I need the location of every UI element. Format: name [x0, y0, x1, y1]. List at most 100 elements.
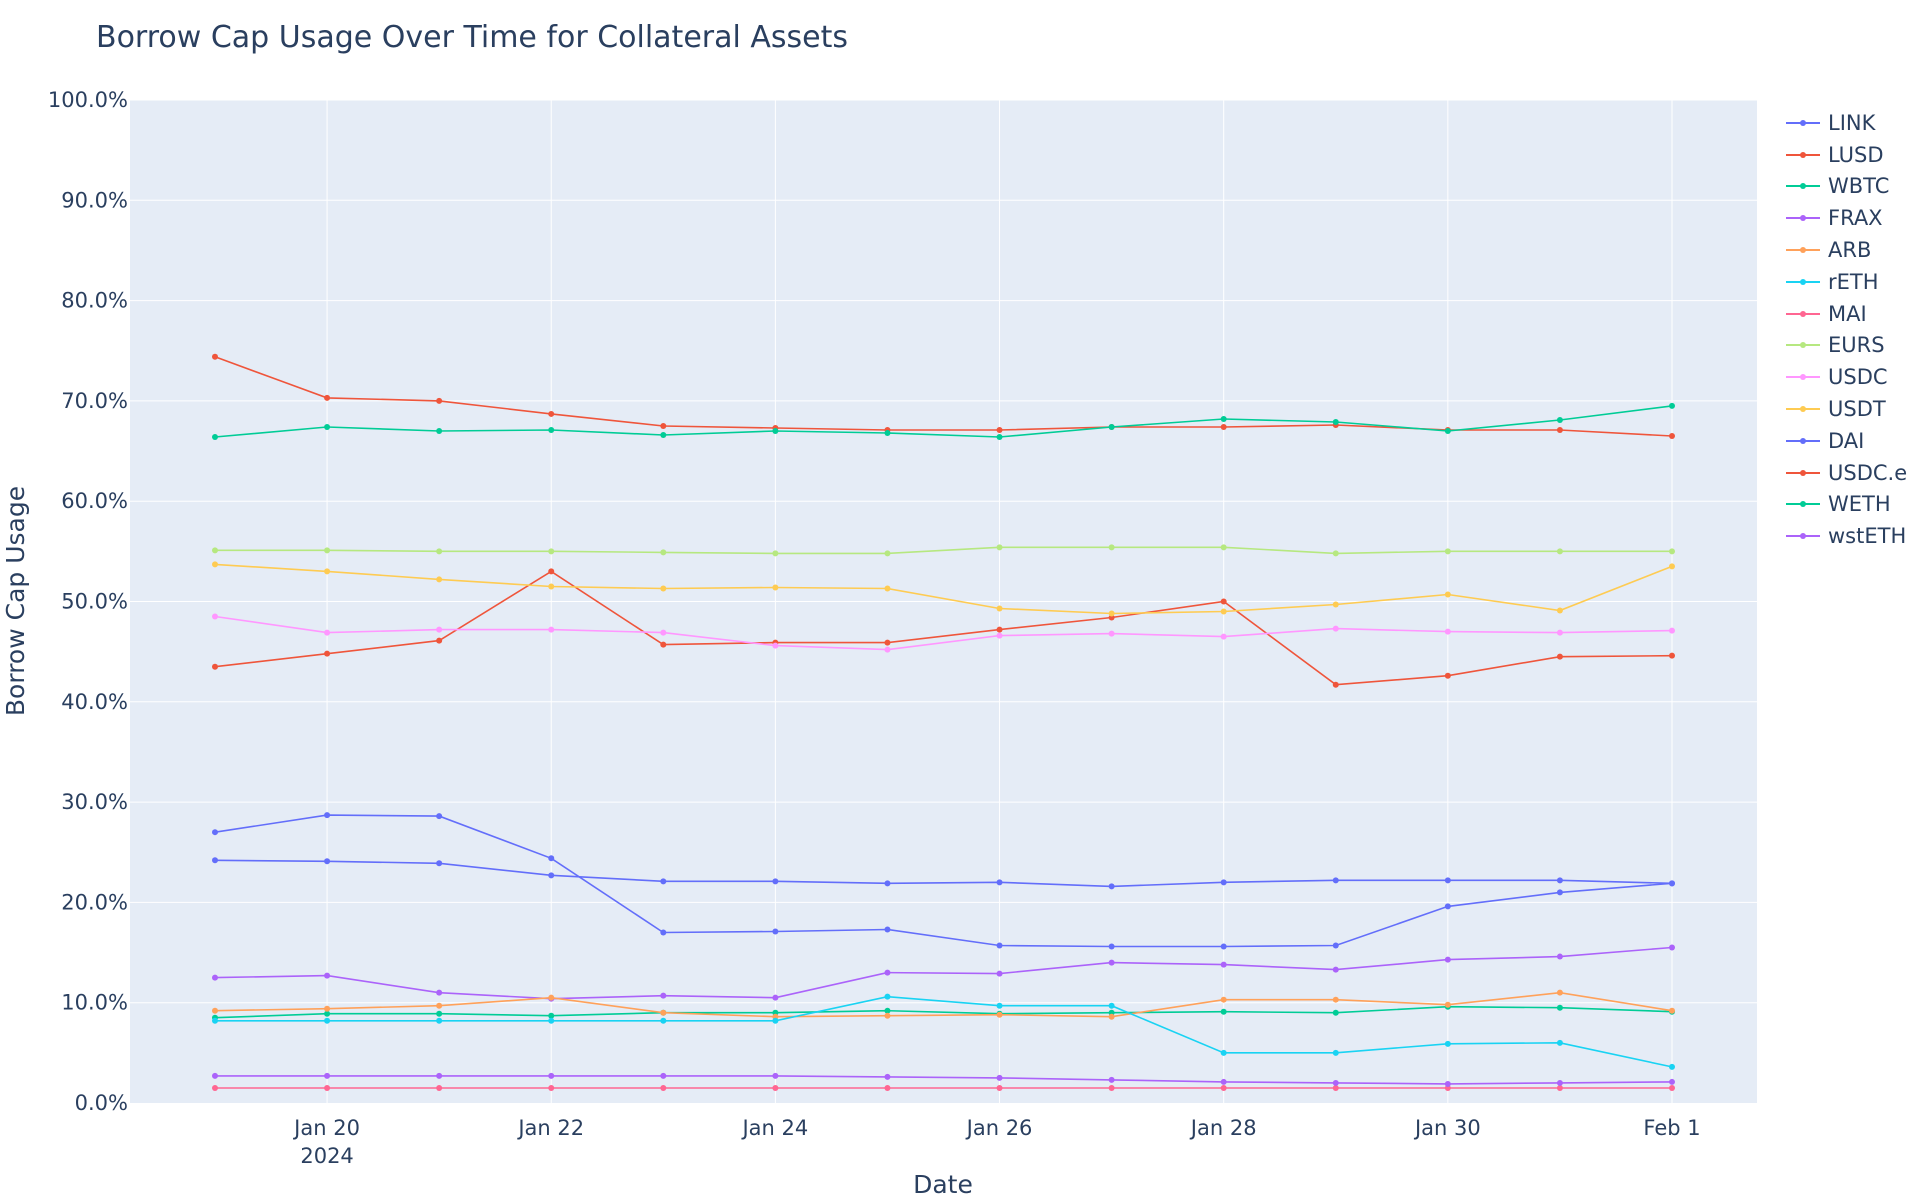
- data-point-usdt: [1556, 607, 1563, 614]
- data-point-weth: [324, 423, 331, 430]
- legend-item[interactable]: WBTC: [1786, 171, 1907, 203]
- data-point-eurs: [996, 544, 1003, 551]
- data-point-frax: [772, 994, 779, 1001]
- data-point-usdt: [1669, 563, 1675, 570]
- legend-item[interactable]: LINK: [1786, 107, 1907, 139]
- legend-item[interactable]: ARB: [1786, 234, 1907, 266]
- legend-label: WETH: [1828, 492, 1891, 517]
- data-point-lusd: [1332, 681, 1339, 688]
- data-point-usdc-e: [1220, 423, 1227, 430]
- data-point-usdt: [548, 583, 555, 590]
- legend-item[interactable]: USDT: [1786, 393, 1907, 425]
- data-point-frax: [436, 989, 443, 996]
- data-point-frax: [1556, 953, 1563, 960]
- data-point-eurs: [1556, 548, 1563, 555]
- data-point-weth: [548, 426, 555, 433]
- data-point-usdc: [1108, 630, 1115, 637]
- data-point-usdc-e: [1556, 426, 1563, 433]
- legend-item[interactable]: WETH: [1786, 489, 1907, 521]
- legend-swatch-dot: [1800, 215, 1806, 222]
- data-point-mai: [1220, 1084, 1227, 1091]
- data-point-arb: [1444, 1001, 1451, 1008]
- legend-swatch-dot: [1800, 278, 1806, 285]
- data-point-arb: [212, 1007, 218, 1014]
- legend-swatch-dot: [1800, 183, 1806, 190]
- data-point-mai: [548, 1084, 555, 1091]
- legend-item[interactable]: DAI: [1786, 425, 1907, 457]
- data-point-mai: [996, 1084, 1003, 1091]
- y-tick-label: 50.0%: [61, 590, 128, 614]
- data-point-wsteth: [772, 1072, 779, 1079]
- data-point-dai: [996, 879, 1003, 886]
- legend-item[interactable]: LUSD: [1786, 139, 1907, 171]
- data-point-weth: [996, 434, 1003, 441]
- data-point-link: [212, 829, 218, 836]
- series-usdt: [212, 561, 1675, 617]
- data-point-eurs: [1444, 548, 1451, 555]
- data-point-usdt: [1332, 601, 1339, 608]
- grid-layer: [130, 99, 1757, 1103]
- legend-item[interactable]: USDC: [1786, 361, 1907, 393]
- data-point-wbtc: [884, 1007, 891, 1014]
- data-point-dai: [772, 878, 779, 885]
- data-point-weth: [212, 434, 218, 441]
- data-point-dai: [884, 880, 891, 887]
- data-point-eurs: [772, 550, 779, 557]
- data-point-reth: [212, 1017, 218, 1024]
- legend-item[interactable]: EURS: [1786, 330, 1907, 362]
- data-point-arb: [996, 1011, 1003, 1018]
- data-point-link: [884, 926, 891, 933]
- legend-swatch: [1786, 402, 1820, 416]
- data-point-mai: [1332, 1084, 1339, 1091]
- data-point-wsteth: [1444, 1080, 1451, 1087]
- data-point-usdc: [884, 646, 891, 653]
- data-point-frax: [884, 969, 891, 976]
- legend-label: FRAX: [1828, 206, 1883, 231]
- data-point-weth: [884, 429, 891, 436]
- x-tick-year-label: 2024: [300, 1144, 353, 1168]
- chart-title: Borrow Cap Usage Over Time for Collatera…: [96, 20, 848, 55]
- series-layer: [212, 353, 1675, 1091]
- data-point-arb: [1220, 996, 1227, 1003]
- data-point-weth: [1556, 416, 1563, 423]
- legend-item[interactable]: rETH: [1786, 266, 1907, 298]
- y-tick-label: 70.0%: [61, 389, 128, 413]
- legend-label: DAI: [1828, 428, 1865, 453]
- data-point-reth: [1669, 1063, 1675, 1070]
- data-point-wbtc: [548, 1012, 555, 1019]
- data-point-arb: [1332, 996, 1339, 1003]
- legend-swatch-dot: [1800, 342, 1806, 349]
- series-mai: [212, 1084, 1675, 1091]
- data-point-mai: [1108, 1084, 1115, 1091]
- data-point-wbtc: [1220, 1008, 1227, 1015]
- data-point-dai: [436, 860, 443, 867]
- data-point-usdc: [1444, 628, 1451, 635]
- data-point-frax: [1220, 961, 1227, 968]
- data-point-lusd: [436, 637, 443, 644]
- legend-item[interactable]: USDC.e: [1786, 457, 1907, 489]
- data-point-mai: [212, 1084, 218, 1091]
- legend-item[interactable]: MAI: [1786, 298, 1907, 330]
- legend-swatch: [1786, 497, 1820, 511]
- data-point-eurs: [1220, 544, 1227, 551]
- data-point-weth: [1669, 402, 1675, 409]
- data-point-reth: [1556, 1039, 1563, 1046]
- series-dai: [212, 857, 1675, 890]
- legend-item[interactable]: FRAX: [1786, 202, 1907, 234]
- data-point-frax: [1444, 956, 1451, 963]
- data-point-wsteth: [996, 1074, 1003, 1081]
- legend-swatch-dot: [1800, 247, 1806, 254]
- x-tick-label: Jan 28: [1189, 1116, 1257, 1140]
- data-point-mai: [1669, 1084, 1675, 1091]
- data-point-wbtc: [1332, 1009, 1339, 1016]
- data-point-reth: [1332, 1049, 1339, 1056]
- legend-swatch: [1786, 243, 1820, 257]
- legend-label: LINK: [1828, 110, 1876, 135]
- data-point-wsteth: [884, 1073, 891, 1080]
- legend-label: LUSD: [1828, 142, 1884, 167]
- legend-swatch: [1786, 338, 1820, 352]
- series-usdc: [212, 613, 1675, 653]
- series-line-wsteth: [215, 1075, 1673, 1085]
- legend-item[interactable]: wstETH: [1786, 520, 1907, 552]
- data-point-mai: [1556, 1084, 1563, 1091]
